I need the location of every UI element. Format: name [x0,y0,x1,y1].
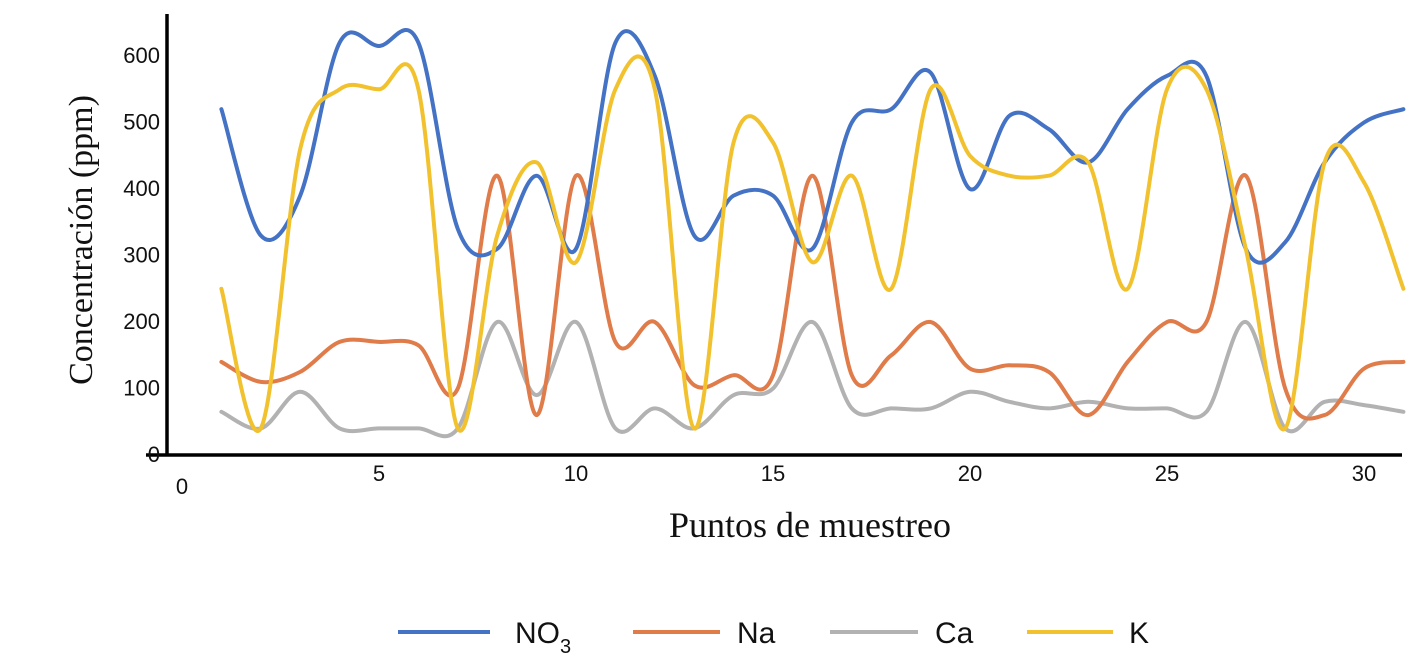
y-tick-label: 500 [123,110,160,135]
x-tick-labels: 0 5 10 15 20 25 30 [176,461,1376,499]
y-tick-label: 0 [148,442,160,467]
legend-item-no3: NO3 [398,617,571,658]
series-layer [219,27,1406,439]
x-tick-label: 15 [761,461,785,486]
y-axis-title: Concentración (ppm) [63,95,100,385]
series-line-k [219,54,1406,433]
x-tick-label: 25 [1155,461,1179,486]
legend-label-k: K [1129,617,1149,650]
legend: NO3 Na Ca K [398,617,1149,658]
y-tick-label: 300 [123,243,160,268]
x-axis-title: Puntos de muestreo [669,505,951,545]
plot-area: 0 100 200 300 400 500 600 0 5 10 15 20 25 30 [123,14,1406,499]
x-tick-label: 10 [564,461,588,486]
legend-label-na: Na [737,617,776,650]
series-line-ca [219,320,1406,439]
legend-item-ca: Ca [830,617,974,650]
x-tick-label: 5 [373,461,385,486]
legend-label-ca: Ca [935,617,974,650]
legend-item-k: K [1027,617,1149,650]
x-tick-label: 0 [176,474,188,499]
y-tick-label: 200 [123,309,160,334]
series-line-no3 [219,27,1406,265]
y-tick-label: 400 [123,176,160,201]
y-tick-labels: 0 100 200 300 400 500 600 [123,43,160,467]
series-line-na [219,173,1406,421]
x-tick-label: 20 [958,461,982,486]
legend-item-na: Na [633,617,776,650]
y-tick-label: 600 [123,43,160,68]
legend-label-no3: NO3 [515,617,571,658]
y-tick-label: 100 [123,376,160,401]
x-tick-label: 30 [1352,461,1376,486]
